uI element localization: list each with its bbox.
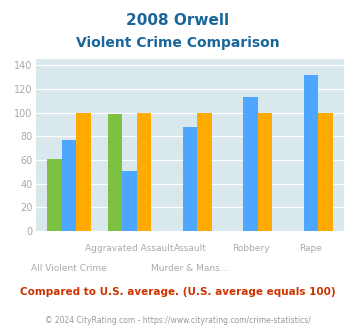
Bar: [122, 171, 137, 231]
Bar: [258, 113, 272, 231]
Text: Aggravated Assault: Aggravated Assault: [85, 244, 174, 253]
Bar: [137, 113, 151, 231]
Bar: [197, 113, 212, 231]
Legend: Orwell, Ohio, National: Orwell, Ohio, National: [64, 326, 316, 330]
Text: Rape: Rape: [300, 244, 322, 253]
Bar: [318, 113, 333, 231]
Bar: [108, 114, 122, 231]
Text: 2008 Orwell: 2008 Orwell: [126, 13, 229, 28]
Text: © 2024 CityRating.com - https://www.cityrating.com/crime-statistics/: © 2024 CityRating.com - https://www.city…: [45, 315, 310, 325]
Bar: [47, 159, 61, 231]
Text: Compared to U.S. average. (U.S. average equals 100): Compared to U.S. average. (U.S. average …: [20, 287, 335, 297]
Text: Murder & Mans...: Murder & Mans...: [151, 264, 229, 273]
Bar: [243, 97, 258, 231]
Bar: [61, 140, 76, 231]
Text: Violent Crime Comparison: Violent Crime Comparison: [76, 36, 279, 50]
Bar: [76, 113, 91, 231]
Bar: [183, 127, 197, 231]
Bar: [304, 75, 318, 231]
Text: All Violent Crime: All Violent Crime: [31, 264, 107, 273]
Text: Assault: Assault: [174, 244, 206, 253]
Text: Robbery: Robbery: [232, 244, 269, 253]
